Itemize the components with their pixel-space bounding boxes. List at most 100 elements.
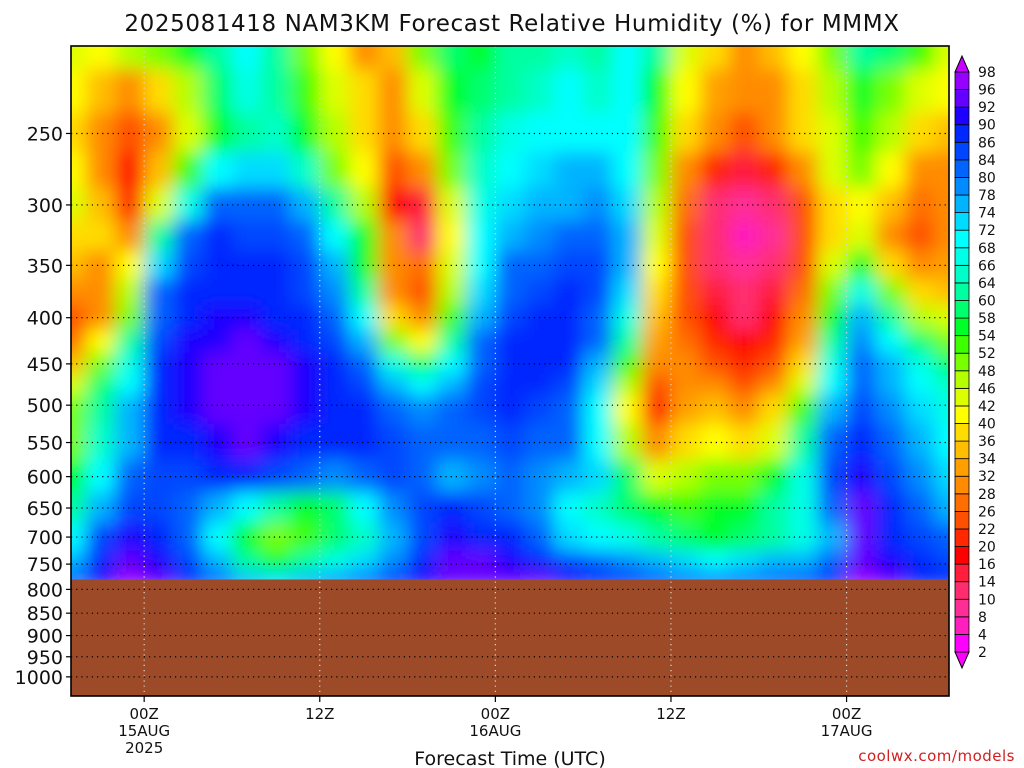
heatmap-cell: [319, 69, 350, 114]
heatmap-cell: [788, 352, 818, 375]
heatmap-cell: [71, 374, 87, 396]
y-tick-label: 450: [27, 354, 63, 376]
heatmap-cell: [231, 278, 262, 306]
heatmap-cell: [85, 278, 116, 306]
heatmap-cell: [202, 112, 233, 153]
heatmap-cell: [466, 550, 496, 573]
heatmap-cell: [583, 112, 613, 153]
heatmap-cell: [553, 112, 584, 153]
heatmap-cell: [378, 459, 409, 493]
heatmap-cell: [846, 550, 877, 573]
y-tick-label: 400: [27, 308, 63, 330]
heatmap-cell: [114, 550, 145, 573]
heatmap-cell: [553, 550, 584, 573]
heatmap-cell: [466, 352, 496, 375]
heatmap-cell: [700, 459, 730, 493]
colorbar-swatch: [954, 440, 970, 460]
heatmap-cell: [319, 329, 350, 354]
heatmap-cell: [788, 112, 818, 153]
heatmap-cell: [71, 278, 87, 306]
heatmap-cell: [319, 550, 350, 573]
heatmap-cell: [71, 112, 87, 153]
heatmap-cell: [407, 459, 438, 493]
heatmap-cell: [231, 220, 262, 252]
colorbar-swatch: [954, 229, 970, 249]
heatmap-cell: [553, 459, 584, 493]
heatmap-cell: [934, 152, 949, 189]
colorbar-swatch: [954, 159, 970, 178]
colorbar-label: 36: [978, 434, 996, 450]
colorbar-label: 60: [978, 293, 996, 309]
heatmap-cell: [817, 522, 848, 552]
y-tick-label: 950: [27, 647, 63, 669]
heatmap-cell: [846, 395, 877, 425]
colorbar-label: 54: [978, 329, 996, 345]
heatmap-cell: [349, 112, 379, 153]
heatmap-cell: [788, 152, 818, 189]
heatmap-cell: [934, 352, 949, 375]
heatmap-cell: [875, 250, 906, 280]
heatmap-cell: [85, 423, 116, 461]
y-axis: 2503003504004505005506006507007508008509…: [15, 123, 71, 689]
heatmap-cell: [612, 423, 643, 461]
heatmap-cell: [71, 550, 87, 573]
colorbar-label: 74: [978, 206, 996, 222]
heatmap-cell: [144, 250, 174, 280]
heatmap-cell: [114, 250, 145, 280]
heatmap-cell: [231, 374, 262, 396]
y-tick-label: 250: [27, 123, 63, 145]
heatmap-cell: [553, 152, 584, 189]
colorbar-swatch: [954, 335, 970, 354]
heatmap-cell: [612, 250, 643, 280]
heatmap-cell: [583, 395, 613, 425]
heatmap-cell: [261, 522, 291, 552]
heatmap-cell: [817, 374, 848, 396]
heatmap-cell: [495, 69, 526, 114]
colorbar-swatch: [954, 282, 970, 301]
heatmap-cell: [875, 69, 906, 114]
heatmap-cell: [875, 423, 906, 461]
heatmap-cell: [934, 278, 949, 306]
heatmap-cell: [349, 352, 379, 375]
heatmap-cell: [378, 423, 409, 461]
heatmap-cell: [612, 459, 643, 493]
heatmap-cell: [231, 550, 262, 573]
heatmap-cell: [349, 374, 379, 396]
y-tick-label: 700: [27, 527, 63, 549]
heatmap-cell: [85, 220, 116, 252]
x-axis-label: Forecast Time (UTC): [414, 748, 605, 768]
heatmap-cell: [758, 374, 789, 396]
heatmap-cell: [817, 46, 848, 70]
heatmap-cell: [290, 329, 321, 354]
colorbar-label: 86: [978, 135, 996, 151]
heatmap-cell: [934, 522, 949, 552]
heatmap-cell: [466, 112, 496, 153]
colorbar-swatch: [954, 458, 970, 477]
heatmap-cell: [524, 69, 555, 114]
heatmap-cell: [553, 250, 584, 280]
heatmap-cell: [114, 152, 145, 189]
heatmap-cell: [553, 187, 584, 222]
heatmap-cell: [700, 187, 730, 222]
heatmap-cell: [231, 46, 262, 70]
heatmap-cell: [641, 220, 672, 252]
colorbar-swatch: [954, 124, 970, 143]
heatmap-cell: [71, 187, 87, 222]
y-tick-label: 600: [27, 467, 63, 489]
colorbar-extend-high: [954, 54, 970, 73]
y-tick-label: 500: [27, 395, 63, 417]
heatmap-cell: [583, 250, 613, 280]
heatmap-cell: [114, 305, 145, 331]
heatmap-cell: [231, 69, 262, 114]
heatmap-cell: [583, 550, 613, 573]
heatmap-cell: [670, 374, 701, 396]
heatmap-cell: [612, 374, 643, 396]
heatmap-cell: [875, 152, 906, 189]
heatmap-cell: [407, 395, 438, 425]
heatmap-cell: [261, 152, 291, 189]
heatmap-cell: [583, 220, 613, 252]
heatmap-cell: [641, 278, 672, 306]
heatmap-cell: [71, 69, 87, 114]
colorbar-swatch: [954, 177, 970, 196]
